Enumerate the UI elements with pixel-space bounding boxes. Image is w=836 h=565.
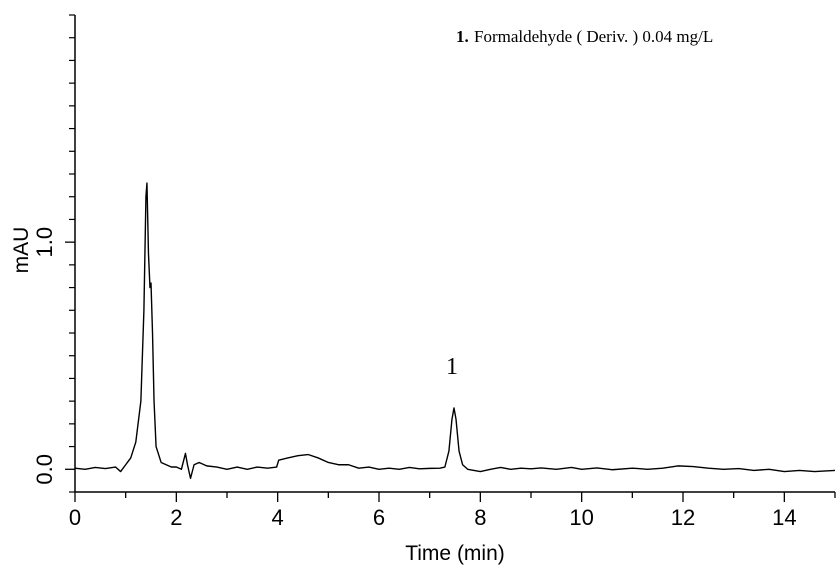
x-tick-label: 2 <box>170 505 182 530</box>
y-tick-label: 0.0 <box>32 454 57 485</box>
x-tick-label: 0 <box>69 505 81 530</box>
x-tick-label: 8 <box>474 505 486 530</box>
x-tick-label: 12 <box>671 505 695 530</box>
legend-text: Formaldehyde ( Deriv. ) 0.04 mg/L <box>474 27 713 46</box>
peak-label: 1 <box>446 354 458 380</box>
legend-number: 1. <box>456 27 469 46</box>
x-tick-label: 10 <box>569 505 593 530</box>
x-tick-label: 6 <box>373 505 385 530</box>
y-axis-label: mAU <box>10 227 33 274</box>
y-tick-label: 1.0 <box>32 227 57 258</box>
trace-line <box>74 182 836 480</box>
x-tick-label: 4 <box>272 505 284 530</box>
x-tick-label: 14 <box>772 505 796 530</box>
x-axis-label: Time (min) <box>405 542 505 565</box>
